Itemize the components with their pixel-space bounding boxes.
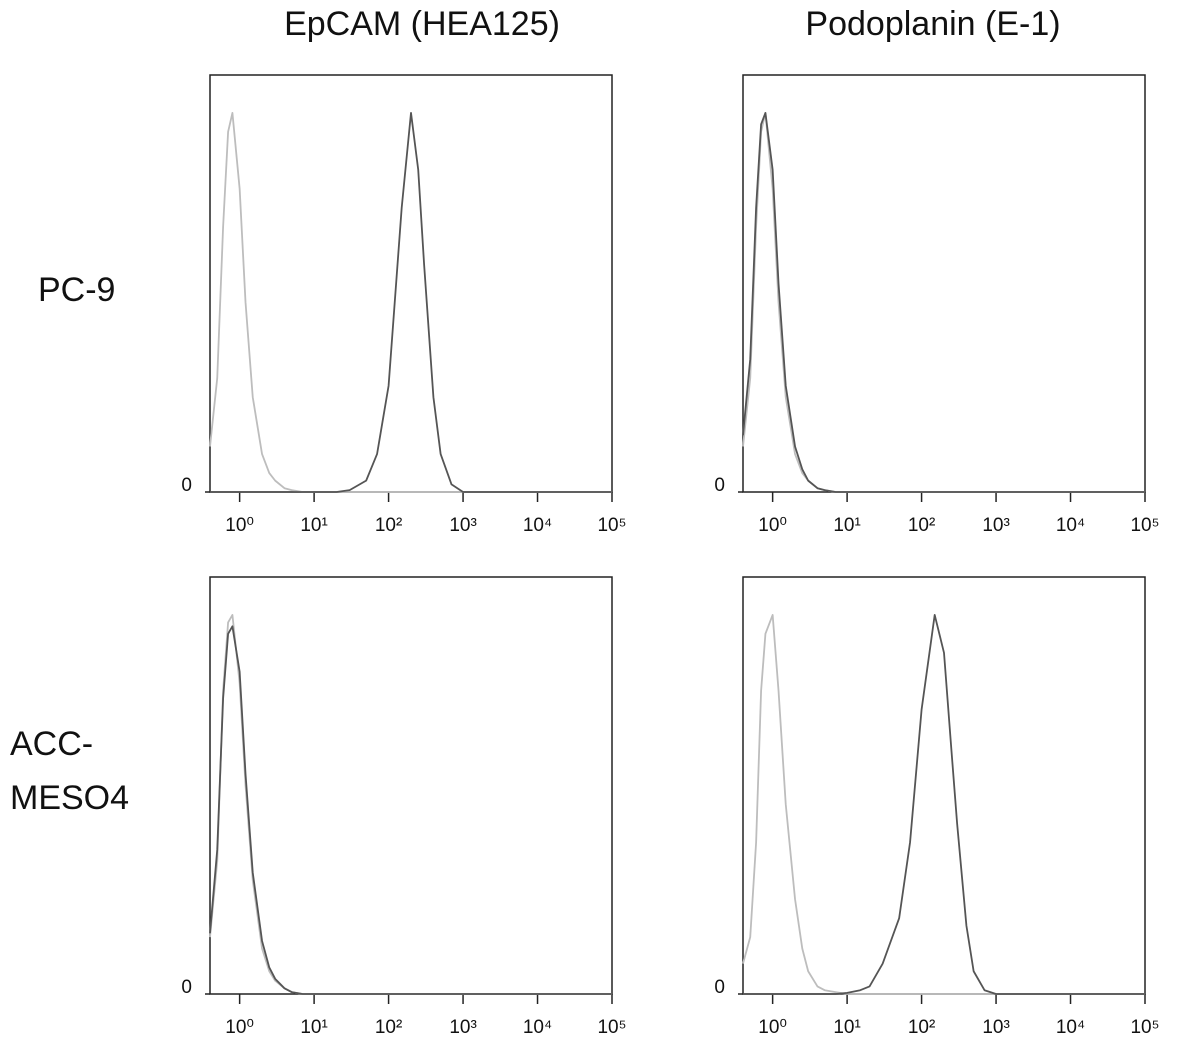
plot-frame <box>742 576 1146 995</box>
x-tick-label: 10¹ <box>300 1017 327 1038</box>
histogram-curve <box>742 112 1145 493</box>
x-tick-label: 10³ <box>982 1017 1009 1038</box>
x-tick-label: 10¹ <box>833 515 860 536</box>
histogram-curve <box>209 625 612 995</box>
column-title: Podoplanin (E-1) <box>805 5 1060 43</box>
x-tick-label: 10⁰ <box>758 1017 787 1038</box>
histogram-curve <box>742 614 1145 995</box>
x-tick-label: 10² <box>908 1017 935 1038</box>
x-tick-label: 10⁰ <box>225 515 254 536</box>
plot-frame <box>209 576 613 995</box>
x-tick-label: 10⁵ <box>597 1017 626 1038</box>
y-tick-label: 0 <box>714 977 725 998</box>
row-label: PC-9 <box>38 271 115 309</box>
plot-frame <box>742 74 1146 493</box>
y-tick-label: 0 <box>714 475 725 496</box>
x-tick-label: 10² <box>908 515 935 536</box>
plot-frame <box>209 74 613 493</box>
histogram-curve <box>209 614 612 995</box>
x-tick-label: 10² <box>375 515 402 536</box>
x-tick-label: 10⁵ <box>597 515 626 536</box>
y-tick-label: 0 <box>181 977 192 998</box>
x-tick-label: 10⁵ <box>1130 1017 1159 1038</box>
row-label: MESO4 <box>10 779 129 817</box>
histogram-curve <box>742 112 1145 493</box>
x-tick-label: 10⁴ <box>523 515 552 536</box>
histogram-curve <box>209 112 612 493</box>
x-tick-label: 10³ <box>449 515 476 536</box>
column-title: EpCAM (HEA125) <box>284 5 560 43</box>
y-tick-label: 0 <box>181 475 192 496</box>
x-tick-label: 10⁵ <box>1130 515 1159 536</box>
histogram-curve <box>210 112 612 493</box>
x-tick-label: 10⁴ <box>523 1017 552 1038</box>
x-tick-label: 10² <box>375 1017 402 1038</box>
x-tick-label: 10³ <box>982 515 1009 536</box>
x-tick-label: 10⁰ <box>758 515 787 536</box>
x-tick-label: 10⁴ <box>1056 1017 1085 1038</box>
x-tick-label: 10¹ <box>300 515 327 536</box>
x-tick-label: 10³ <box>449 1017 476 1038</box>
x-tick-label: 10¹ <box>833 1017 860 1038</box>
row-label: ACC- <box>10 725 93 763</box>
x-tick-label: 10⁰ <box>225 1017 254 1038</box>
x-tick-label: 10⁴ <box>1056 515 1085 536</box>
histogram-curve <box>743 614 1145 995</box>
